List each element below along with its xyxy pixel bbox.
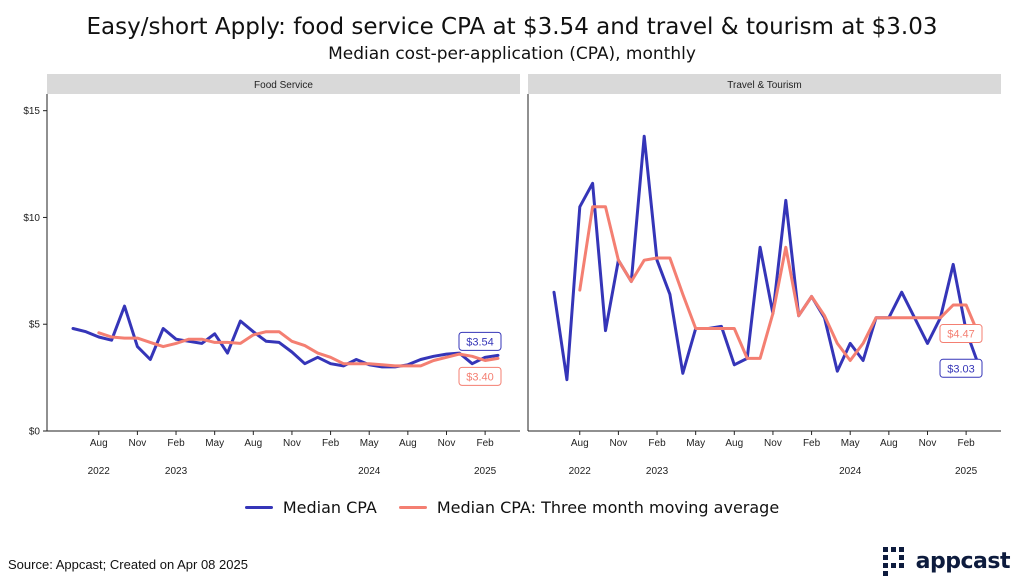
legend-label-median: Median CPA bbox=[282, 498, 377, 517]
panel-strip-food-service bbox=[47, 74, 520, 94]
y-tick-label: $0 bbox=[29, 427, 41, 438]
chart-title: Easy/short Apply: food service CPA at $3… bbox=[86, 14, 938, 40]
x-tick-label: May bbox=[205, 438, 224, 449]
x-tick-label: Feb bbox=[648, 438, 666, 449]
x-year-label: 2022 bbox=[569, 466, 592, 477]
x-tick-label: Nov bbox=[609, 438, 627, 449]
x-tick-label: Nov bbox=[919, 438, 937, 449]
y-tick-label: $10 bbox=[23, 213, 40, 224]
x-tick-label: May bbox=[686, 438, 705, 449]
x-tick-label: Feb bbox=[167, 438, 185, 449]
x-tick-label: Feb bbox=[322, 438, 340, 449]
x-year-label: 2023 bbox=[646, 466, 669, 477]
x-tick-label: Aug bbox=[244, 438, 262, 449]
panel-title-food-service: Food Service bbox=[254, 80, 313, 91]
end-label-box-moving-avg-travel-tourism bbox=[939, 324, 983, 344]
end-label-moving-avg-travel-tourism: $4.47 bbox=[947, 329, 975, 341]
x-tick-label: Nov bbox=[438, 438, 456, 449]
panel-strip-travel-tourism bbox=[528, 74, 1001, 94]
chart-canvas: Food Service $0 $5 $10 $15 Aug Nov Feb May Aug Nov… bbox=[23, 74, 1001, 477]
legend-swatch-median bbox=[244, 506, 273, 509]
x-tick-label: Nov bbox=[764, 438, 782, 449]
end-label-median-food-service: $3.54 bbox=[466, 336, 494, 348]
logo-dots-icon bbox=[882, 547, 904, 576]
x-tick-label: Aug bbox=[399, 438, 417, 449]
legend-item-median: Median CPA bbox=[244, 498, 377, 517]
legend-label-moving-average: Median CPA: Three month moving average bbox=[436, 498, 780, 517]
y-tick-label: $5 bbox=[29, 320, 41, 331]
x-tick-label: Aug bbox=[90, 438, 108, 449]
x-year-label: 2024 bbox=[839, 466, 862, 477]
series-line-moving-average-food-service bbox=[97, 330, 500, 368]
logo-text: appcast bbox=[915, 548, 1011, 574]
end-label-box-median-food-service bbox=[458, 331, 502, 351]
x-tick-label: Aug bbox=[571, 438, 589, 449]
x-year-label: 2023 bbox=[165, 466, 188, 477]
series-line-median-food-service bbox=[71, 304, 500, 369]
x-tick-label: Feb bbox=[803, 438, 821, 449]
panel-title-travel-tourism: Travel & Tourism bbox=[727, 80, 801, 91]
x-year-label: 2025 bbox=[474, 466, 497, 477]
legend-swatch-moving-average bbox=[398, 506, 427, 509]
x-tick-label: Nov bbox=[128, 438, 146, 449]
x-year-label: 2024 bbox=[358, 466, 381, 477]
legend-item-moving-average: Median CPA: Three month moving average bbox=[398, 498, 780, 517]
end-label-box-median-travel-tourism bbox=[939, 358, 983, 378]
x-tick-label: Feb bbox=[477, 438, 495, 449]
x-tick-label: Aug bbox=[880, 438, 898, 449]
legend: Median CPA Median CPA: Three month movin… bbox=[0, 498, 1024, 517]
series-line-moving-average-travel-tourism bbox=[578, 205, 981, 362]
end-label-median-travel-tourism: $3.03 bbox=[947, 363, 975, 375]
y-tick-label: $15 bbox=[23, 106, 40, 117]
x-year-label: 2025 bbox=[955, 466, 978, 477]
x-tick-label: Aug bbox=[725, 438, 743, 449]
x-tick-label: May bbox=[841, 438, 860, 449]
x-tick-label: Feb bbox=[958, 438, 976, 449]
appcast-logo: appcast bbox=[880, 546, 1011, 576]
x-tick-label: May bbox=[360, 438, 379, 449]
chart-subtitle: Median cost-per-application (CPA), month… bbox=[328, 44, 696, 64]
end-label-moving-avg-food-service: $3.40 bbox=[466, 371, 494, 383]
source-note: Source: Appcast; Created on Apr 08 2025 bbox=[8, 557, 248, 572]
x-year-label: 2022 bbox=[88, 466, 111, 477]
end-label-box-moving-avg-food-service bbox=[458, 366, 502, 386]
x-tick-label: Nov bbox=[283, 438, 301, 449]
